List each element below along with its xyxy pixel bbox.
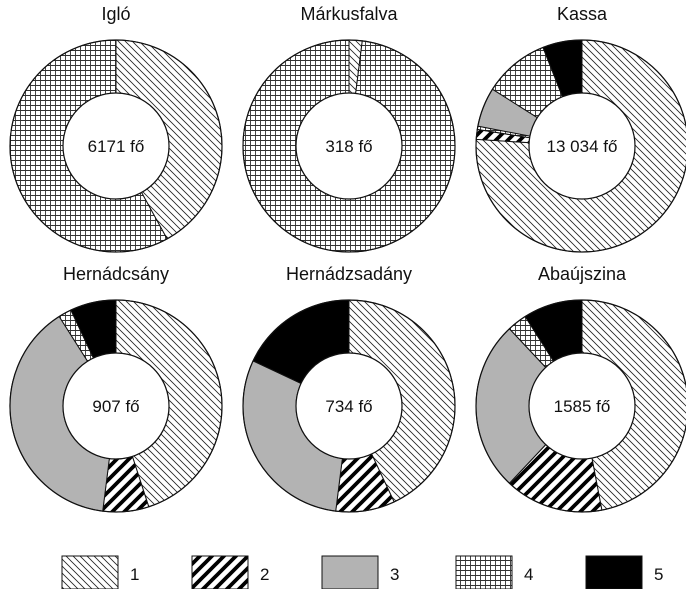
legend-label: 5 bbox=[654, 565, 663, 584]
chart-title: Igló bbox=[101, 4, 130, 24]
donut-hole bbox=[62, 92, 170, 200]
donut-chart: Igló 6171 fő bbox=[9, 4, 223, 253]
chart-title: Kassa bbox=[557, 4, 608, 24]
donut-chart: Kassa 13 034 fő bbox=[475, 4, 686, 253]
donut-outer-ring bbox=[475, 39, 686, 253]
chart-title: Hernádzsadány bbox=[286, 264, 412, 284]
donut-outer-ring bbox=[9, 299, 223, 513]
legend-swatch-1 bbox=[61, 555, 119, 589]
donut-outer-ring bbox=[475, 299, 686, 513]
chart-title: Márkusfalva bbox=[300, 4, 398, 24]
chart-total-label: 318 fő bbox=[325, 137, 372, 156]
chart-title: Hernádcsány bbox=[63, 264, 169, 284]
chart-total-label: 13 034 fő bbox=[547, 137, 618, 156]
legend-label: 4 bbox=[524, 565, 533, 584]
chart-total-label: 1585 fő bbox=[554, 397, 611, 416]
donut-hole bbox=[62, 352, 170, 460]
donut-hole bbox=[295, 92, 403, 200]
legend-swatch-2 bbox=[191, 555, 249, 589]
donut-hole bbox=[295, 352, 403, 460]
chart-title: Abaújszina bbox=[538, 264, 627, 284]
donut-hole bbox=[528, 92, 636, 200]
donut-chart: Hernádcsány 907 fő bbox=[9, 264, 223, 513]
chart-total-label: 907 fő bbox=[92, 397, 139, 416]
legend-label: 2 bbox=[260, 565, 269, 584]
legend-label: 1 bbox=[130, 565, 139, 584]
donut-chart: Abaújszina 1585 fő bbox=[475, 264, 686, 513]
legend-label: 3 bbox=[390, 565, 399, 584]
chart-total-label: 6171 fő bbox=[88, 137, 145, 156]
legend-swatch-3 bbox=[321, 555, 379, 589]
chart-total-label: 734 fő bbox=[325, 397, 372, 416]
donut-chart: Hernádzsadány 734 fő bbox=[242, 264, 456, 513]
donut-outer-ring bbox=[9, 39, 223, 253]
donut-outer-ring bbox=[242, 299, 456, 513]
donut-chart: Márkusfalva 318 fő bbox=[242, 4, 456, 253]
donut-outer-ring bbox=[242, 39, 456, 253]
charts-layer: Igló 6171 fő Márkusfalva 318 fő Kassa 13 034 … bbox=[9, 4, 686, 513]
legend-swatch-5 bbox=[585, 555, 643, 589]
donut-hole bbox=[528, 352, 636, 460]
legend-swatch-4 bbox=[455, 555, 513, 589]
legend: 1 2 3 4 5 bbox=[61, 555, 663, 589]
